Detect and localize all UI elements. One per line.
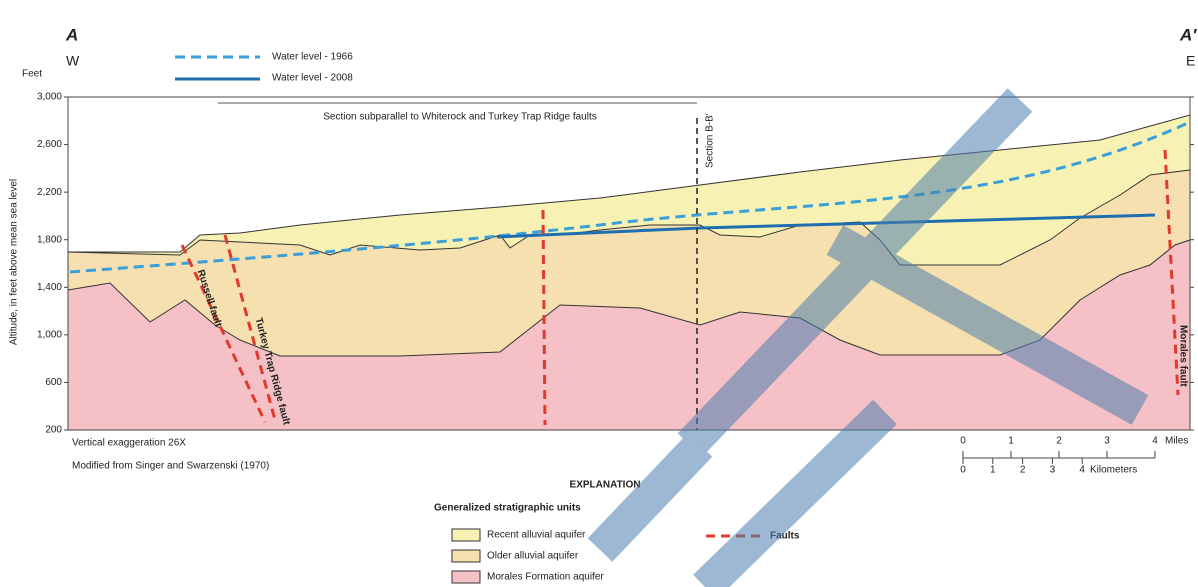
scale-km-label: 1 [990,465,996,476]
scale-km-label: 4 [1079,465,1085,476]
water-level-1966 [69,120,1191,274]
section-end: A′ [1179,25,1197,44]
unit-swatch [451,528,481,542]
west-label: W [66,53,80,69]
scale-km-label: 2 [1020,465,1026,476]
frame [67,96,1191,431]
plot-area [67,96,1191,431]
fault-legend-label: Faults [770,531,800,542]
unit-label: Older alluvial aquifer [487,551,579,562]
unit-label: Recent alluvial aquifer [487,530,586,541]
legend-label: Water level - 1966 [272,52,353,63]
water-level-2008 [496,213,1156,239]
y-tick-label: 200 [45,425,62,436]
y-tick-label: 1,800 [37,234,62,245]
unit-swatch [451,570,481,584]
scale-mile-label: 3 [1104,436,1110,447]
scale-mile-label: 1 [1008,436,1014,447]
axis-label: Altitude, in feet above mean sea level [9,179,20,345]
note: Vertical exaggeration 26X [72,438,186,449]
fault-label: Morales fault [1177,325,1188,387]
section-note: Section subparallel to Whiterock and Tur… [323,112,596,123]
y-tick-label: 3,000 [37,92,62,103]
scale-mile-label: 4 [1152,436,1158,447]
y-tick-label: 600 [45,377,62,388]
section-bb: Section B-B′ [705,113,716,168]
scale-unit: Miles [1165,436,1188,447]
scale-km-label: 0 [960,465,966,476]
unit-label: Morales Formation aquifer [487,572,604,583]
section-start: A [65,25,78,44]
watermark [587,88,1149,587]
scale-mile-label: 0 [960,436,966,447]
faults [180,149,1180,426]
scale: 0 1 2 3 4 Miles 0 1 2 3 4 Kilometers [960,436,1188,476]
y-tick-label: 2,600 [37,139,62,150]
y-tick-label: 2,200 [37,187,62,198]
axis-unit: Feet [22,69,42,80]
scale-km-label: 3 [1050,465,1056,476]
y-tick-label: 1,400 [37,282,62,293]
note: Modified from Singer and Swarzenski (197… [72,461,269,472]
explanation-title: EXPLANATION [570,480,641,491]
east-label: E [1186,53,1195,69]
legend-label: Water level - 2008 [272,73,353,84]
scale-mile-label: 2 [1056,436,1062,447]
explanation-subtitle: Generalized stratigraphic units [434,503,581,514]
unit-swatch [451,549,481,563]
y-tick-label: 1,000 [37,329,62,340]
scale-unit: Kilometers [1090,465,1137,476]
